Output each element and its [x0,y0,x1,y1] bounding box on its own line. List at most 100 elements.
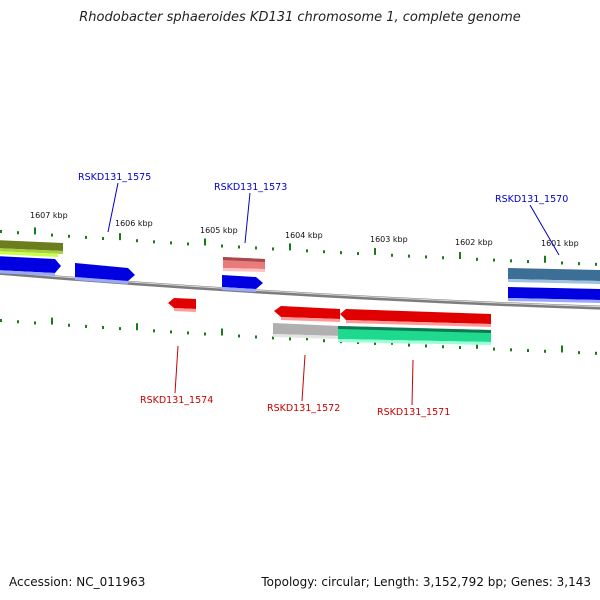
map-title: Rhodobacter sphaeroides KD131 chromosome… [79,10,521,25]
lower-minor-tick [527,349,529,353]
gene-feature-steelblue[interactable] [508,268,600,284]
upper-minor-tick [68,234,70,238]
upper-minor-tick [306,249,308,253]
lower-major-tick [51,317,53,325]
lower-minor-tick [34,321,36,325]
upper-minor-tick [187,242,189,246]
gene-label-1575[interactable]: RSKD131_1575 [78,172,151,183]
upper-minor-tick [153,240,155,244]
upper-minor-tick [578,262,580,266]
upper-minor-tick [561,261,563,265]
lower-minor-tick [119,327,121,331]
lower-major-tick [476,341,478,349]
upper-major-tick [289,243,291,251]
lower-minor-tick [425,344,427,348]
upper-tick-row [0,227,597,266]
lower-minor-tick [238,334,240,338]
accession-text: Accession: NC_011963 [9,575,146,589]
lower-major-tick [561,345,563,353]
gene-label-1573[interactable]: RSKD131_1573 [214,182,287,193]
lower-minor-tick [442,345,444,349]
scale-label-1606: 1606 kbp [115,219,153,228]
lower-major-tick [136,323,138,331]
gene-label-1571[interactable]: RSKD131_1571 [377,407,450,418]
upper-minor-tick [238,245,240,249]
gene-feature-olive[interactable] [0,240,63,257]
lower-minor-tick [459,346,461,350]
scale-label-1607: 1607 kbp [30,211,68,220]
upper-minor-tick [136,239,138,243]
gene-feature-blue-4[interactable] [508,287,600,303]
upper-minor-tick [51,233,53,237]
gene-feature-pink[interactable] [223,257,265,272]
gene-feature-blue-2[interactable] [75,263,135,284]
genome-stats-text: Topology: circular; Length: 3,152,792 bp… [261,575,591,589]
scale-label-1605: 1605 kbp [200,226,238,235]
upper-minor-tick [357,252,359,256]
upper-minor-tick [476,257,478,261]
upper-minor-tick [323,250,325,254]
upper-minor-tick [272,247,274,251]
upper-minor-tick [408,254,410,258]
lower-minor-tick [255,335,257,339]
lower-minor-tick [102,326,104,330]
gene-label-1574[interactable]: RSKD131_1574 [140,395,213,406]
leader-line-1573 [244,192,251,244]
upper-major-tick [459,252,461,260]
gene-label-1572[interactable]: RSKD131_1572 [267,403,340,414]
upper-minor-tick [85,235,87,239]
upper-major-tick [544,255,546,263]
scale-label-1604: 1604 kbp [285,231,323,240]
upper-minor-tick [595,262,597,266]
gene-label-1570[interactable]: RSKD131_1570 [495,194,568,205]
upper-minor-tick [170,241,172,245]
lower-minor-tick [170,330,172,334]
gene-feature-blue-1[interactable] [0,256,61,276]
leader-line-1571 [411,359,414,406]
upper-minor-tick [17,231,19,235]
lower-minor-tick [153,329,155,333]
upper-minor-tick [340,251,342,255]
lower-minor-tick [357,341,359,345]
upper-minor-tick [391,253,393,257]
gene-feature-grey[interactable] [273,323,340,339]
upper-minor-tick [527,260,529,264]
lower-minor-tick [17,320,19,324]
gene-feature-red-mid[interactable] [274,306,340,322]
lower-minor-tick [544,349,546,353]
lower-minor-tick [68,323,70,327]
lower-minor-tick [374,341,376,345]
lower-minor-tick [0,319,2,322]
upper-minor-tick [221,244,223,248]
upper-major-tick [34,227,36,235]
lower-minor-tick [595,351,597,355]
lower-minor-tick [578,351,580,355]
leader-line-1572 [301,354,306,402]
lower-minor-tick [204,332,206,336]
leader-line-1574 [174,345,179,394]
lower-minor-tick [510,348,512,352]
upper-minor-tick [442,256,444,260]
upper-minor-tick [0,230,2,233]
upper-minor-tick [510,259,512,263]
upper-minor-tick [493,258,495,262]
lower-minor-tick [187,331,189,335]
upper-minor-tick [102,237,104,241]
gene-feature-red-long[interactable] [340,309,491,327]
lower-tick-row [0,317,597,355]
lower-minor-tick [323,339,325,343]
lower-minor-tick [272,336,274,340]
scale-label-1603: 1603 kbp [370,235,408,244]
upper-major-tick [119,233,121,241]
upper-minor-tick [425,255,427,259]
gene-feature-red-small[interactable] [168,298,196,312]
lower-minor-tick [408,343,410,347]
gene-feature-teal[interactable] [338,326,491,345]
lower-major-tick [221,328,223,336]
scale-label-1601: 1601 kbp [541,239,579,248]
gene-feature-blue-3[interactable] [222,275,263,292]
upper-major-tick [374,247,376,255]
upper-major-tick [204,238,206,246]
leader-line-1575 [107,182,119,233]
